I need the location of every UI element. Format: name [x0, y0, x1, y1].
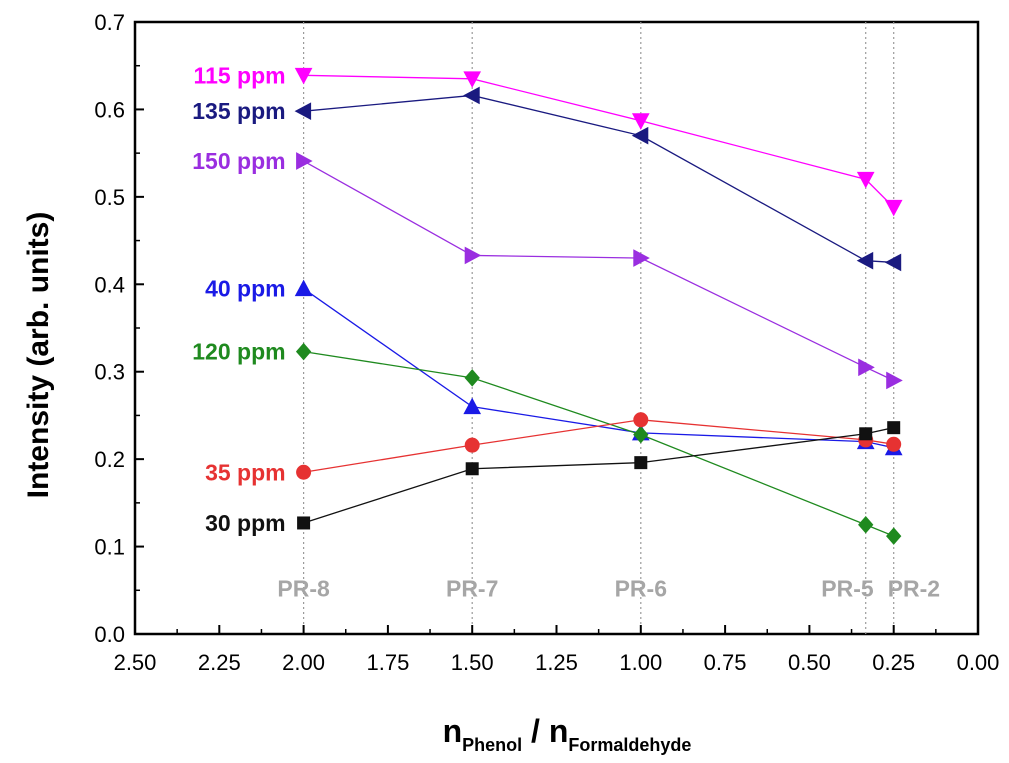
y-tick-label: 0.3 [94, 360, 125, 385]
x-axis-label: nPhenol / nFormaldehyde [443, 713, 692, 755]
series-label: 115 ppm [194, 62, 286, 88]
y-tick-label: 0.4 [94, 272, 125, 297]
y-tick-label: 0.7 [94, 10, 125, 35]
data-point [859, 427, 873, 441]
x-tick-label: 0.00 [957, 650, 1000, 675]
data-point [463, 71, 482, 88]
series-label: 30 ppm [205, 510, 286, 536]
data-point [464, 437, 480, 453]
data-point [633, 425, 649, 444]
series-40-ppm [294, 279, 903, 456]
sample-label-pr-8: PR-8 [277, 575, 330, 601]
data-point [464, 246, 482, 265]
sample-label-pr-5: PR-5 [821, 575, 874, 601]
series-label: 120 ppm [192, 339, 285, 365]
data-point [884, 199, 903, 217]
data-point [463, 86, 480, 105]
y-tick-label: 0.1 [94, 535, 125, 560]
data-point [633, 249, 650, 267]
x-axis-label-sub2: Formaldehyde [568, 735, 691, 755]
sample-label-pr-2: PR-2 [888, 575, 940, 601]
x-tick-label: 0.25 [872, 650, 915, 675]
sample-guide-lines [303, 22, 895, 634]
data-point [884, 253, 902, 272]
data-point [886, 436, 902, 452]
sample-label-pr-6: PR-6 [615, 575, 667, 601]
x-axis-label-sep: / n [522, 713, 568, 749]
data-point [464, 369, 480, 387]
x-tick-label: 2.00 [282, 650, 325, 675]
series-35-ppm [296, 412, 902, 480]
x-tick-label: 1.50 [451, 650, 494, 675]
data-point [297, 516, 311, 530]
x-axis-label-main: n [443, 713, 463, 749]
data-point [887, 421, 901, 435]
series-line [303, 94, 894, 264]
series-line [303, 74, 895, 208]
series-120-ppm [295, 342, 902, 545]
x-tick-label: 1.00 [619, 650, 662, 675]
sample-label-pr-7: PR-7 [446, 575, 498, 601]
data-point [294, 102, 312, 121]
series-135-ppm [294, 86, 902, 272]
series-line [303, 160, 894, 382]
data-point [633, 412, 649, 428]
series-label: 150 ppm [192, 148, 285, 174]
data-point [463, 397, 482, 415]
series-30-ppm [297, 421, 901, 530]
data-point [631, 113, 650, 130]
x-axis-label-sub1: Phenol [462, 735, 522, 755]
data-point [634, 456, 648, 470]
series-line [303, 350, 894, 537]
data-point [296, 152, 313, 170]
data-point [858, 358, 875, 377]
x-tick-label: 0.75 [704, 650, 747, 675]
x-tick-label: 0.50 [788, 650, 831, 675]
data-point [856, 251, 874, 270]
data-point [856, 171, 875, 189]
y-tick-label: 0.2 [94, 447, 125, 472]
data-point [886, 371, 903, 390]
data-point [631, 126, 649, 145]
data-point [886, 527, 902, 545]
x-tick-label: 2.50 [114, 650, 157, 675]
x-tick-label: 2.25 [198, 650, 241, 675]
y-axis-label: Intensity (arb. units) [22, 212, 55, 499]
y-tick-label: 0.5 [94, 185, 125, 210]
data-series [294, 67, 903, 545]
series-label: 40 ppm [205, 276, 286, 302]
series-115-ppm [294, 67, 903, 217]
data-point [294, 67, 313, 85]
x-tick-label: 1.75 [366, 650, 409, 675]
x-tick-label: 1.25 [535, 650, 578, 675]
data-point [295, 342, 312, 361]
series-labels: 115 ppm 135 ppm 150 ppm 40 ppm 120 ppm 35 ppm… [192, 62, 285, 536]
sample-labels: PR-8 PR-7 PR-6 PR-5 PR-2 [277, 575, 940, 601]
series-line [303, 288, 894, 449]
data-point [858, 515, 874, 534]
y-tick-label: 0.0 [94, 622, 125, 647]
series-150-ppm [296, 152, 903, 390]
y-tick-label: 0.6 [94, 97, 125, 122]
axis-ticks: 2.50 2.25 2.00 1.75 1.50 1.25 1.00 0.75 0.50 0.25… [94, 10, 999, 675]
data-point [296, 464, 312, 480]
data-point [465, 462, 479, 476]
series-line [303, 427, 894, 524]
series-label: 135 ppm [192, 98, 285, 124]
data-point [294, 279, 313, 297]
series-label: 35 ppm [205, 459, 286, 485]
